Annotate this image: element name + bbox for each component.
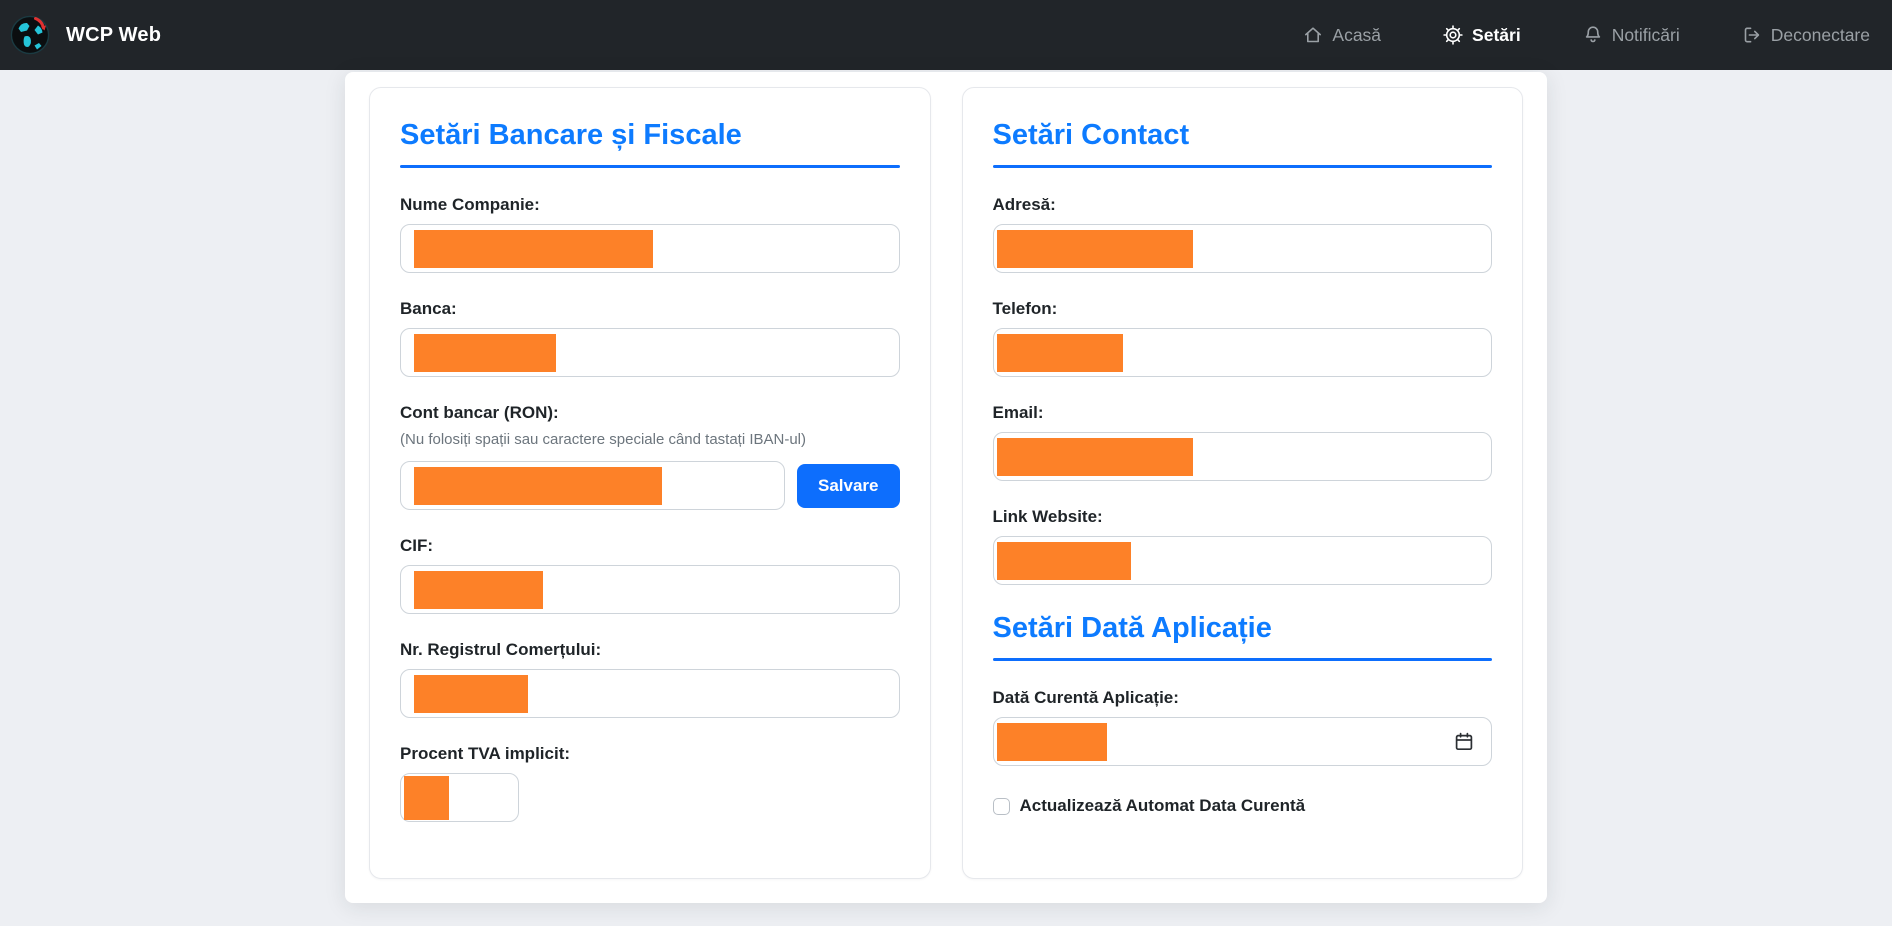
globe-logo-icon bbox=[10, 15, 50, 55]
banking-fiscal-card: Setări Bancare și Fiscale Nume Companie:… bbox=[369, 87, 931, 879]
field-phone: Telefon: bbox=[992, 299, 1492, 377]
app-date-input[interactable] bbox=[992, 717, 1492, 766]
iban-label: Cont bancar (RON): bbox=[400, 403, 559, 422]
cif-input[interactable] bbox=[400, 565, 900, 614]
redacted-value bbox=[996, 229, 1193, 268]
nav-item-deconectare[interactable]: Deconectare bbox=[1742, 25, 1870, 46]
nav-item-label: Notificări bbox=[1611, 24, 1680, 45]
nav-item-label: Setări bbox=[1472, 24, 1521, 45]
address-input[interactable] bbox=[992, 224, 1492, 273]
contact-card: Setări Contact Adresă: Telefon: Email: L… bbox=[961, 87, 1523, 879]
website-label: Link Website: bbox=[992, 507, 1103, 526]
field-vat-percent: Procent TVA implicit: bbox=[400, 744, 900, 822]
title-underline bbox=[992, 165, 1492, 168]
nav-item-label: Deconectare bbox=[1770, 24, 1870, 45]
website-input[interactable] bbox=[992, 536, 1492, 585]
redacted-value bbox=[414, 466, 662, 505]
logout-icon bbox=[1744, 27, 1759, 43]
brand[interactable]: WCP Web bbox=[10, 15, 161, 55]
vat-percent-label: Procent TVA implicit: bbox=[400, 744, 571, 763]
iban-note: (Nu folosiți spații sau caractere specia… bbox=[400, 431, 807, 448]
cif-label: CIF: bbox=[400, 536, 434, 555]
nav-item-notificari[interactable]: Notificări bbox=[1583, 25, 1680, 46]
title-underline bbox=[400, 165, 900, 168]
redacted-value bbox=[996, 541, 1131, 580]
field-bank: Banca: bbox=[400, 299, 900, 377]
field-app-date: Dată Curentă Aplicație: bbox=[992, 688, 1492, 766]
field-cif: CIF: bbox=[400, 536, 900, 614]
phone-label: Telefon: bbox=[992, 299, 1058, 318]
email-input[interactable] bbox=[992, 432, 1492, 481]
redacted-value bbox=[996, 722, 1107, 761]
company-name-input[interactable] bbox=[400, 224, 900, 273]
app-date-section-title: Setări Dată Aplicație bbox=[992, 612, 1272, 644]
iban-input[interactable] bbox=[400, 461, 785, 510]
field-iban: Cont bancar (RON): (Nu folosiți spații s… bbox=[400, 403, 900, 510]
calendar-icon[interactable] bbox=[1454, 732, 1474, 752]
save-button[interactable]: Salvare bbox=[797, 463, 900, 508]
auto-update-label: Actualizează Automat Data Curentă bbox=[1019, 796, 1306, 815]
company-name-label: Nume Companie: bbox=[400, 195, 540, 214]
trade-registry-label: Nr. Registrul Comerțului: bbox=[400, 640, 602, 659]
auto-update-row: Actualizează Automat Data Curentă bbox=[992, 796, 1493, 816]
iban-row: Salvare bbox=[400, 461, 900, 510]
contact-card-title: Setări Contact bbox=[992, 119, 1190, 151]
navbar: WCP Web Acasă Setări Notificări bbox=[0, 0, 1892, 70]
nav-item-acasa[interactable]: Acasă bbox=[1303, 25, 1381, 46]
field-website: Link Website: bbox=[992, 507, 1492, 585]
nav-item-label: Acasă bbox=[1332, 24, 1382, 45]
trade-registry-input[interactable] bbox=[400, 669, 900, 718]
redacted-value bbox=[404, 775, 449, 820]
bank-input[interactable] bbox=[400, 328, 900, 377]
vat-percent-input[interactable] bbox=[400, 773, 519, 822]
email-label: Email: bbox=[992, 403, 1044, 422]
title-underline bbox=[992, 658, 1492, 661]
field-trade-registry: Nr. Registrul Comerțului: bbox=[400, 640, 900, 718]
main-container: Setări Bancare și Fiscale Nume Companie:… bbox=[345, 72, 1547, 903]
banking-card-title: Setări Bancare și Fiscale bbox=[400, 119, 742, 151]
redacted-value bbox=[414, 570, 543, 609]
gear-icon bbox=[1443, 25, 1463, 45]
brand-name: WCP Web bbox=[66, 23, 162, 46]
field-address: Adresă: bbox=[992, 195, 1492, 273]
auto-update-checkbox[interactable] bbox=[992, 797, 1010, 815]
phone-input[interactable] bbox=[992, 328, 1492, 377]
redacted-value bbox=[414, 674, 528, 713]
nav-item-setari[interactable]: Setări bbox=[1443, 25, 1521, 46]
bell-icon bbox=[1585, 26, 1600, 43]
redacted-value bbox=[414, 229, 653, 268]
bank-label: Banca: bbox=[400, 299, 457, 318]
redacted-value bbox=[414, 333, 556, 372]
app-date-label: Dată Curentă Aplicație: bbox=[992, 688, 1179, 707]
nav-items: Acasă Setări Notificări Deconectare bbox=[1303, 25, 1870, 46]
address-label: Adresă: bbox=[992, 195, 1056, 214]
field-company-name: Nume Companie: bbox=[400, 195, 900, 273]
home-icon bbox=[1305, 27, 1322, 43]
redacted-value bbox=[996, 333, 1123, 372]
redacted-value bbox=[996, 437, 1193, 476]
field-email: Email: bbox=[992, 403, 1492, 481]
